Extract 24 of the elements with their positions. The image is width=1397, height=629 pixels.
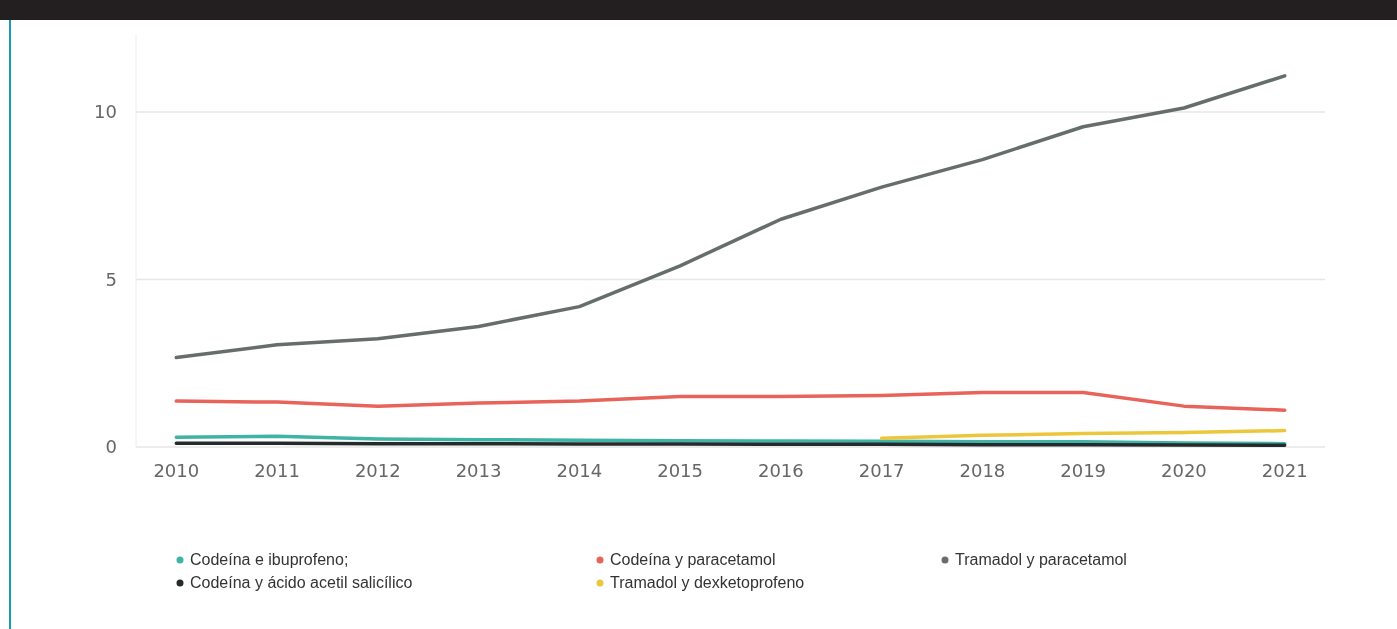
y-tick-label: 5 xyxy=(105,268,117,290)
x-tick-label: 2017 xyxy=(858,460,905,481)
line-series xyxy=(174,434,1287,446)
x-tick-label: 2019 xyxy=(1060,460,1107,481)
x-tick-label: 2021 xyxy=(1261,460,1308,481)
x-tick-label: 2012 xyxy=(354,460,401,481)
y-tick-label: 10 xyxy=(94,101,117,123)
y-tick-label: 0 xyxy=(105,436,117,458)
legend-label: Tramadol y dexketoprofeno xyxy=(610,574,805,591)
x-tick-label: 2018 xyxy=(959,460,1006,481)
legend-label: Codeína y paracetamol xyxy=(610,551,776,568)
x-tick-label: 2016 xyxy=(757,460,804,481)
x-tick-label: 2013 xyxy=(455,460,502,481)
x-tick-label: 2010 xyxy=(153,460,200,481)
line-series xyxy=(174,390,1287,412)
legend-label: Tramadol y paracetamol xyxy=(955,551,1127,568)
legend-label: Codeína y ácido acetil salicílico xyxy=(190,574,413,591)
x-tick-label: 2015 xyxy=(657,460,704,481)
x-tick-label: 2014 xyxy=(556,460,603,481)
x-tick-label: 2011 xyxy=(254,460,300,481)
legend-label: Codeína e ibuprofeno; xyxy=(190,551,349,568)
x-tick-label: 2020 xyxy=(1161,460,1207,481)
line-series xyxy=(174,74,1287,360)
line-series xyxy=(879,428,1287,441)
